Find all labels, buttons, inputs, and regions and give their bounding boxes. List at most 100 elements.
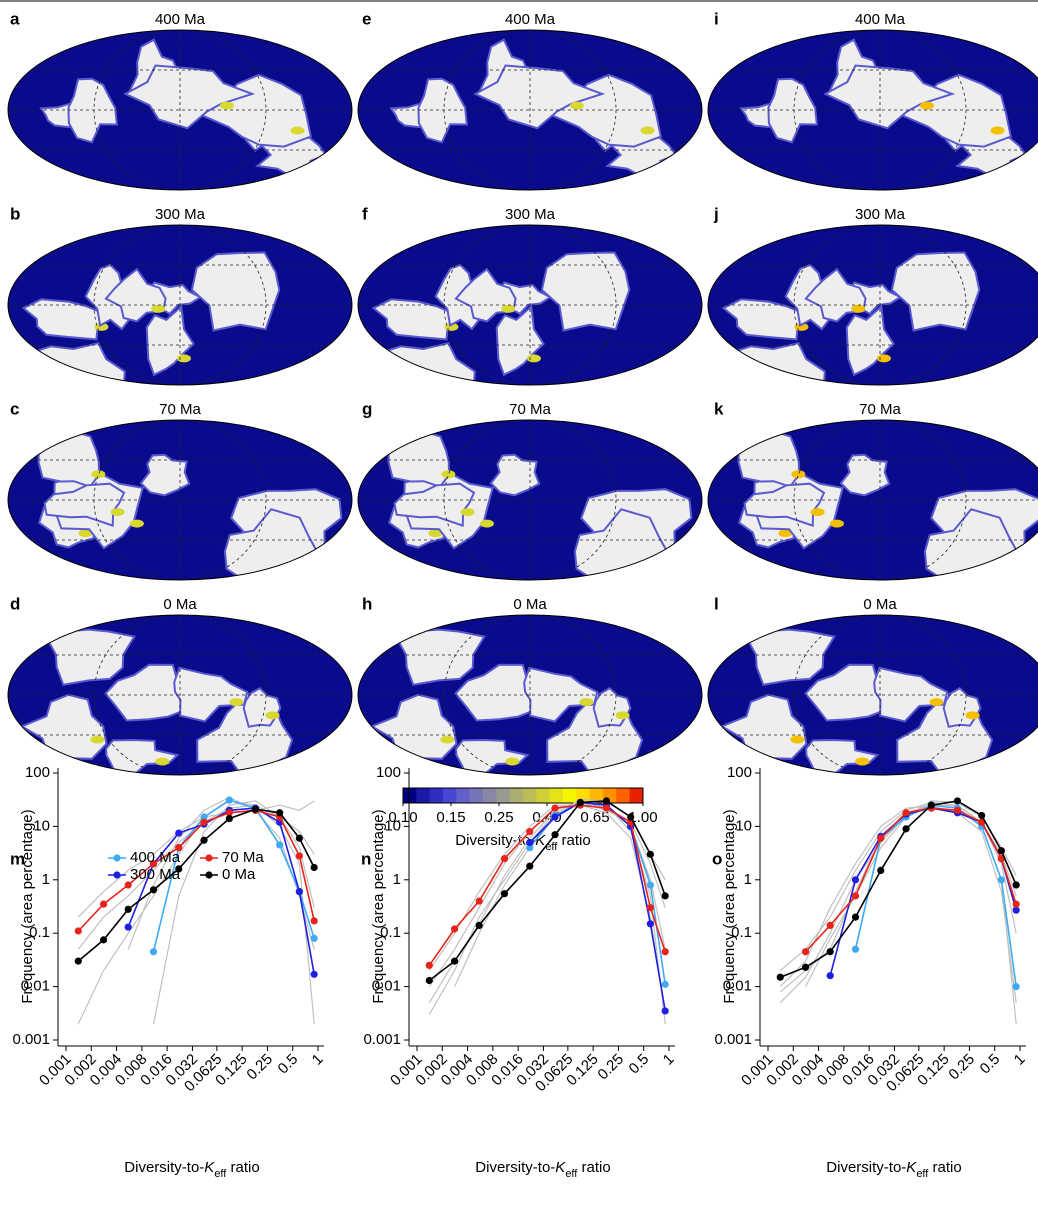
point [425, 976, 433, 985]
label-text: Diversity-to- [826, 1159, 906, 1176]
x-axis-label: Diversity-to-Keff ratio [124, 1159, 259, 1180]
point [877, 866, 885, 874]
colorbar-swatch [589, 788, 604, 803]
hotspot [804, 381, 819, 385]
colorbar-swatch [443, 788, 457, 803]
x-tick-label: 0.25 [243, 1051, 276, 1084]
point [149, 860, 158, 868]
hotspot [265, 711, 280, 720]
point [200, 813, 208, 821]
panel-label: i [714, 9, 719, 28]
point [225, 809, 233, 817]
label-sub: eff [214, 1168, 227, 1180]
label-italic: K [906, 1159, 917, 1176]
map [358, 225, 702, 385]
label-italic: K [535, 832, 546, 849]
point [526, 862, 534, 870]
point [661, 892, 669, 900]
land [417, 77, 469, 144]
hotspot [965, 711, 980, 720]
map-outline [357, 224, 703, 386]
land [190, 251, 281, 332]
land [67, 77, 119, 144]
hotspot [778, 529, 793, 538]
colorbar-label: Diversity-to-Keff ratio [455, 832, 590, 853]
graticule [793, 615, 967, 775]
graticule [93, 615, 267, 775]
point [149, 886, 158, 894]
land [845, 304, 895, 377]
point [1012, 906, 1020, 914]
map [8, 615, 352, 775]
y-tick-label: 10 [384, 817, 401, 834]
series-line [77, 808, 315, 962]
legend-label: 0 Ma [222, 866, 256, 883]
point [997, 876, 1005, 884]
point [425, 961, 433, 969]
map [708, 420, 1038, 580]
colorbar-swatch [549, 788, 564, 803]
point [310, 917, 318, 925]
label-text: Diversity-to- [124, 1159, 204, 1176]
map [708, 30, 1038, 190]
map [358, 615, 702, 775]
point [124, 923, 132, 931]
y-axis-label: Frequency (area percentage) [721, 809, 738, 1003]
hotspot [615, 711, 630, 720]
graticule [793, 30, 967, 190]
colorbar-swatch [469, 788, 484, 803]
panel-label: b [10, 204, 20, 223]
map-title: 70 Ma [509, 401, 551, 418]
label-sub: eff [916, 1168, 929, 1180]
point [450, 925, 459, 933]
hotspot [855, 757, 870, 766]
background-line [152, 800, 315, 1025]
hotspot [829, 519, 844, 528]
map-title: 400 Ma [855, 11, 906, 28]
label-italic: K [204, 1159, 215, 1176]
legend-marker [113, 871, 121, 879]
hotspot [501, 304, 516, 313]
point [526, 827, 534, 836]
x-tick-label: 0.25 [594, 1051, 627, 1084]
graticule [443, 420, 617, 580]
land [804, 267, 867, 323]
hotspot [90, 735, 105, 744]
y-tick-label: 100 [727, 764, 752, 781]
x-axis-label: Diversity-to-Keff ratio [475, 1159, 610, 1180]
point [997, 847, 1005, 855]
panel-label: j [713, 204, 719, 223]
point [877, 834, 885, 842]
point [310, 863, 318, 872]
map-title: 400 Ma [505, 11, 556, 28]
hotspot [851, 304, 866, 313]
point [851, 876, 860, 884]
point [310, 970, 318, 978]
land [805, 738, 880, 775]
point [276, 841, 284, 849]
point [978, 818, 986, 826]
hotspot [791, 470, 806, 479]
map-title: 0 Ma [863, 596, 897, 613]
point [500, 890, 509, 898]
label-rest: ratio [577, 1159, 610, 1176]
land [123, 64, 256, 130]
map [358, 420, 702, 580]
point [276, 809, 284, 817]
legend-label: 400 Ma [130, 849, 181, 866]
point [826, 972, 834, 980]
colorbar-swatch [523, 788, 537, 803]
graticule [93, 225, 267, 385]
map-outline [7, 224, 353, 386]
hotspot [454, 381, 469, 385]
hotspot [91, 470, 106, 479]
legend-marker [205, 871, 213, 879]
hotspot [810, 508, 825, 517]
background-line [77, 800, 315, 1025]
colorbar-swatch [563, 788, 577, 803]
map-outline [357, 29, 703, 191]
point [74, 957, 82, 965]
land [745, 628, 836, 686]
point [1012, 900, 1020, 908]
colorbar-swatch [429, 788, 444, 803]
